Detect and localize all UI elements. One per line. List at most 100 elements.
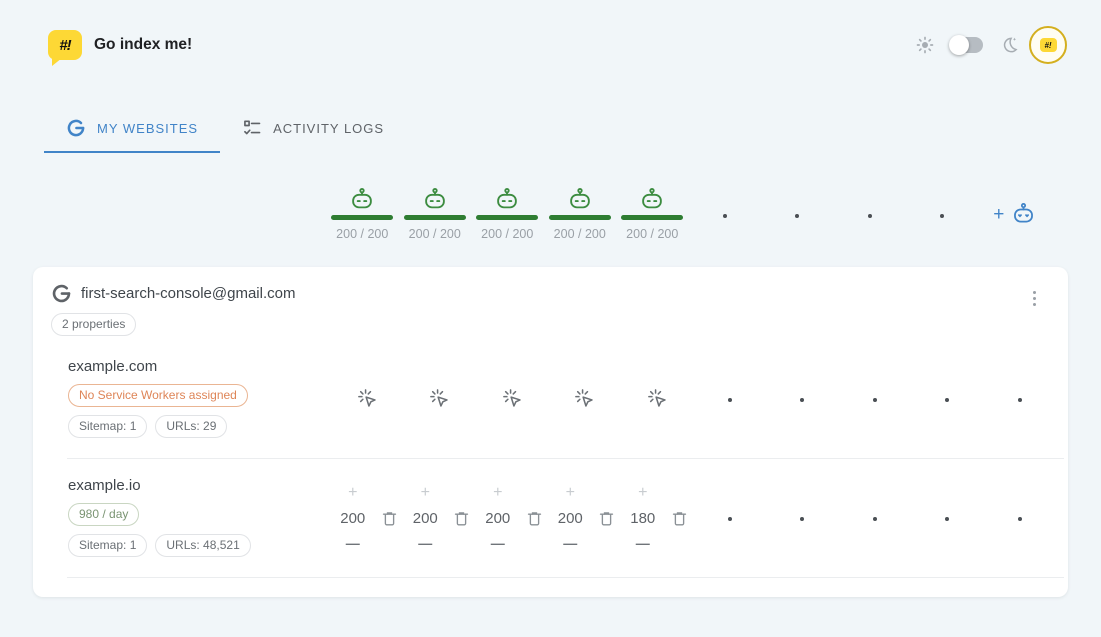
service-worker[interactable]: 200 / 200 <box>548 187 611 241</box>
quota-cell: + 180 — <box>626 483 689 551</box>
trash-icon[interactable] <box>380 509 399 528</box>
property-domain: example.com <box>68 358 158 375</box>
increase-quota-button[interactable]: + <box>420 483 430 501</box>
increase-quota-button[interactable]: + <box>565 483 575 501</box>
empty-slot-dot <box>795 214 800 218</box>
assign-worker-cell[interactable] <box>646 387 669 410</box>
service-worker[interactable]: 200 / 200 <box>476 187 539 241</box>
service-workers-strip: 200 / 200 200 / 200 <box>326 187 1101 241</box>
assign-worker-cell[interactable] <box>573 387 596 410</box>
service-worker[interactable]: 200 / 200 <box>403 187 466 241</box>
empty-slot-dot <box>872 517 877 521</box>
quota-progress-bar <box>476 215 539 220</box>
empty-slot <box>945 508 950 526</box>
quota-value[interactable]: 200 <box>557 509 583 527</box>
empty-slot <box>872 389 877 407</box>
add-worker-button[interactable]: + <box>993 202 1036 227</box>
warning-badge: No Service Workers assigned <box>68 384 248 407</box>
toggle-knob[interactable] <box>949 35 969 55</box>
account-line: first-search-console@gmail.com <box>51 283 295 304</box>
increase-quota-button[interactable]: + <box>493 483 503 501</box>
checklist-icon <box>242 118 262 138</box>
empty-slot-dot <box>727 517 732 521</box>
empty-slot <box>800 389 805 407</box>
trash-icon[interactable] <box>597 509 616 528</box>
trash-icon[interactable] <box>670 509 689 528</box>
quota-value[interactable]: 200 <box>340 509 366 527</box>
empty-slot <box>872 508 877 526</box>
empty-slot-dot <box>1017 517 1022 521</box>
empty-slot-dot <box>945 398 950 402</box>
robot-icon <box>567 187 593 213</box>
account-email: first-search-console@gmail.com <box>81 285 296 302</box>
moon-icon <box>999 35 1019 55</box>
empty-slot <box>867 205 872 223</box>
increase-quota-button[interactable]: + <box>348 483 358 501</box>
plus-icon: + <box>993 203 1005 225</box>
empty-slot-dot <box>1017 398 1022 402</box>
sitemap-badge: Sitemap: 1 <box>68 534 148 557</box>
worker-quota-label: 200 / 200 <box>408 227 461 241</box>
service-worker[interactable]: 200 / 200 <box>331 187 394 241</box>
quota-progress-bar <box>548 215 611 220</box>
quota-dash: — <box>563 534 578 551</box>
theme-toggle[interactable] <box>949 35 985 55</box>
empty-slot <box>722 205 727 223</box>
empty-slot-dot <box>722 214 727 218</box>
property-row: example.com No Service Workers assigned … <box>51 336 1068 458</box>
kebab-menu-icon[interactable] <box>1027 285 1042 312</box>
row-divider <box>67 577 1064 578</box>
robot-icon <box>494 187 520 213</box>
avatar-glyph: #! <box>1044 40 1052 50</box>
worker-quota-label: 200 / 200 <box>481 227 534 241</box>
quota-value[interactable]: 200 <box>485 509 511 527</box>
increase-quota-button[interactable]: + <box>638 483 648 501</box>
quota-dash: — <box>418 534 433 551</box>
empty-slot <box>795 205 800 223</box>
property-row: example.io 980 / day Sitemap: 1 URLs: 48… <box>51 459 1068 577</box>
tab-label: MY WEBSITES <box>97 120 199 136</box>
empty-slot <box>945 389 950 407</box>
property-cells <box>331 387 1056 410</box>
service-worker[interactable]: 200 / 200 <box>621 187 684 241</box>
quota-progress-bar <box>621 215 684 220</box>
trash-icon[interactable] <box>525 509 544 528</box>
quota-progress-bar <box>403 215 466 220</box>
worker-quota-label: 200 / 200 <box>553 227 606 241</box>
assign-worker-cell[interactable] <box>501 387 524 410</box>
assign-worker-cell[interactable] <box>428 387 451 410</box>
brand: #! Go index me! <box>48 30 193 66</box>
avatar-logo-icon: #! <box>1039 38 1057 52</box>
empty-slot-dot <box>940 214 945 218</box>
trash-icon[interactable] <box>452 509 471 528</box>
account-avatar[interactable]: #! <box>1029 26 1067 64</box>
account-card: first-search-console@gmail.com 2 propert… <box>33 267 1068 597</box>
urls-badge: URLs: 29 <box>155 415 228 438</box>
app-title: Go index me! <box>94 36 193 53</box>
tab-my-websites[interactable]: MY WEBSITES <box>44 110 221 153</box>
topbar: #! Go index me! <box>0 0 1101 66</box>
assign-worker-cell[interactable] <box>356 387 379 410</box>
quota-value[interactable]: 180 <box>630 509 656 527</box>
properties-count-badge: 2 properties <box>51 313 137 336</box>
tab-activity-logs[interactable]: ACTIVITY LOGS <box>220 110 406 153</box>
urls-badge: URLs: 48,521 <box>155 534 251 557</box>
quota-dash: — <box>345 534 360 551</box>
quota-dash: — <box>490 534 505 551</box>
quota-value[interactable]: 200 <box>412 509 438 527</box>
main-tabs: MY WEBSITES ACTIVITY LOGS <box>44 110 1101 153</box>
quota-cell: + 200 — <box>336 483 399 551</box>
app-logo-icon: #! <box>48 30 82 66</box>
google-g-icon <box>51 283 72 304</box>
row-divider <box>67 458 1064 459</box>
empty-slot-dot <box>800 517 805 521</box>
logo-glyph: #! <box>59 36 71 54</box>
property-domain: example.io <box>68 477 141 494</box>
empty-slot <box>800 508 805 526</box>
empty-slot-dot <box>945 517 950 521</box>
quota-dash: — <box>635 534 650 551</box>
empty-slot <box>727 508 732 526</box>
account-info: first-search-console@gmail.com 2 propert… <box>51 283 295 336</box>
sun-icon <box>915 35 935 55</box>
